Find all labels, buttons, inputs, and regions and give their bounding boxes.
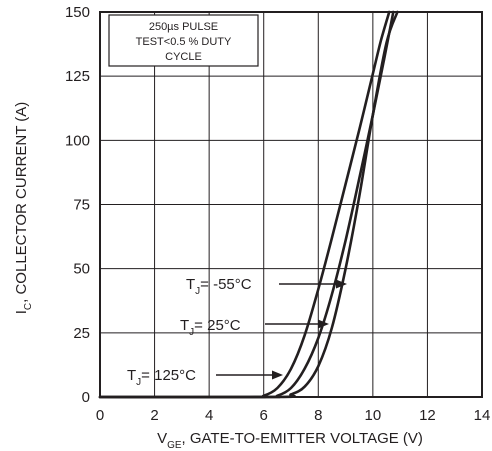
x-tick-label: 0 [96, 407, 104, 424]
x-axis-title-rest: , GATE-TO-EMITTER VOLTAGE (V) [182, 430, 423, 447]
y-tick-labels: 0 25 50 75 100 125 150 [65, 4, 90, 406]
grid [99, 11, 483, 398]
series-label-minus55-sub: J [195, 286, 200, 297]
x-tick-label: 4 [205, 407, 213, 424]
series-arrowhead-25 [318, 319, 329, 329]
series-label-25-rest: = 25°C [194, 317, 241, 334]
y-tick-label: 25 [73, 325, 90, 342]
y-tick-label: 75 [73, 197, 90, 214]
x-tick-label: 6 [260, 407, 268, 424]
svg-text:TJ= -55°C: TJ= -55°C [186, 276, 252, 297]
x-axis-title-sub: GE [167, 440, 182, 451]
x-tick-label: 14 [474, 407, 491, 424]
test-condition-note: 250µs PULSE TEST<0.5 % DUTY CYCLE [108, 14, 259, 67]
y-axis-title-sub: C [23, 303, 34, 310]
y-tick-label: 0 [82, 389, 90, 406]
series-label-125-sub: J [136, 377, 141, 388]
plot-frame [99, 11, 483, 398]
y-axis-title-main: I [13, 310, 30, 314]
series-label-125-rest: = 125°C [141, 367, 196, 384]
x-tick-labels: 0 2 4 6 8 10 12 14 [96, 407, 491, 424]
x-tick-label: 2 [150, 407, 158, 424]
note-box [108, 14, 259, 67]
y-tick-label: 50 [73, 261, 90, 278]
note-line-2: TEST<0.5 % DUTY [136, 36, 232, 48]
y-tick-label: 100 [65, 132, 90, 149]
note-line-3: CYCLE [165, 51, 202, 63]
series-label-125-t: T [127, 367, 136, 384]
series-label-25-t: T [180, 317, 189, 334]
series-arrowhead-125 [272, 370, 283, 380]
x-tick-label: 12 [419, 407, 436, 424]
series-label-125: TJ= 125°C [127, 367, 283, 388]
series-label-25: TJ= 25°C [180, 317, 329, 338]
svg-text:TJ= 125°C: TJ= 125°C [127, 367, 196, 388]
y-axis-title: IC, COLLECTOR CURRENT (A) [13, 102, 34, 315]
svg-text:TJ= 25°C: TJ= 25°C [180, 317, 241, 338]
series-label-minus55-rest: = -55°C [200, 276, 252, 293]
y-axis-title-rest: , COLLECTOR CURRENT (A) [13, 102, 30, 303]
x-tick-label: 8 [314, 407, 322, 424]
y-tick-label: 125 [65, 68, 90, 85]
series-arrowhead-minus55 [336, 279, 347, 289]
note-line-1: 250µs PULSE [149, 21, 218, 33]
series-label-minus55: TJ= -55°C [186, 276, 347, 297]
series-label-minus55-t: T [186, 276, 195, 293]
x-tick-label: 10 [365, 407, 382, 424]
x-axis-title: VGE, GATE-TO-EMITTER VOLTAGE (V) [157, 430, 423, 451]
y-tick-label: 150 [65, 4, 90, 21]
series-label-25-sub: J [189, 327, 194, 338]
x-axis-title-main: V [157, 430, 167, 447]
